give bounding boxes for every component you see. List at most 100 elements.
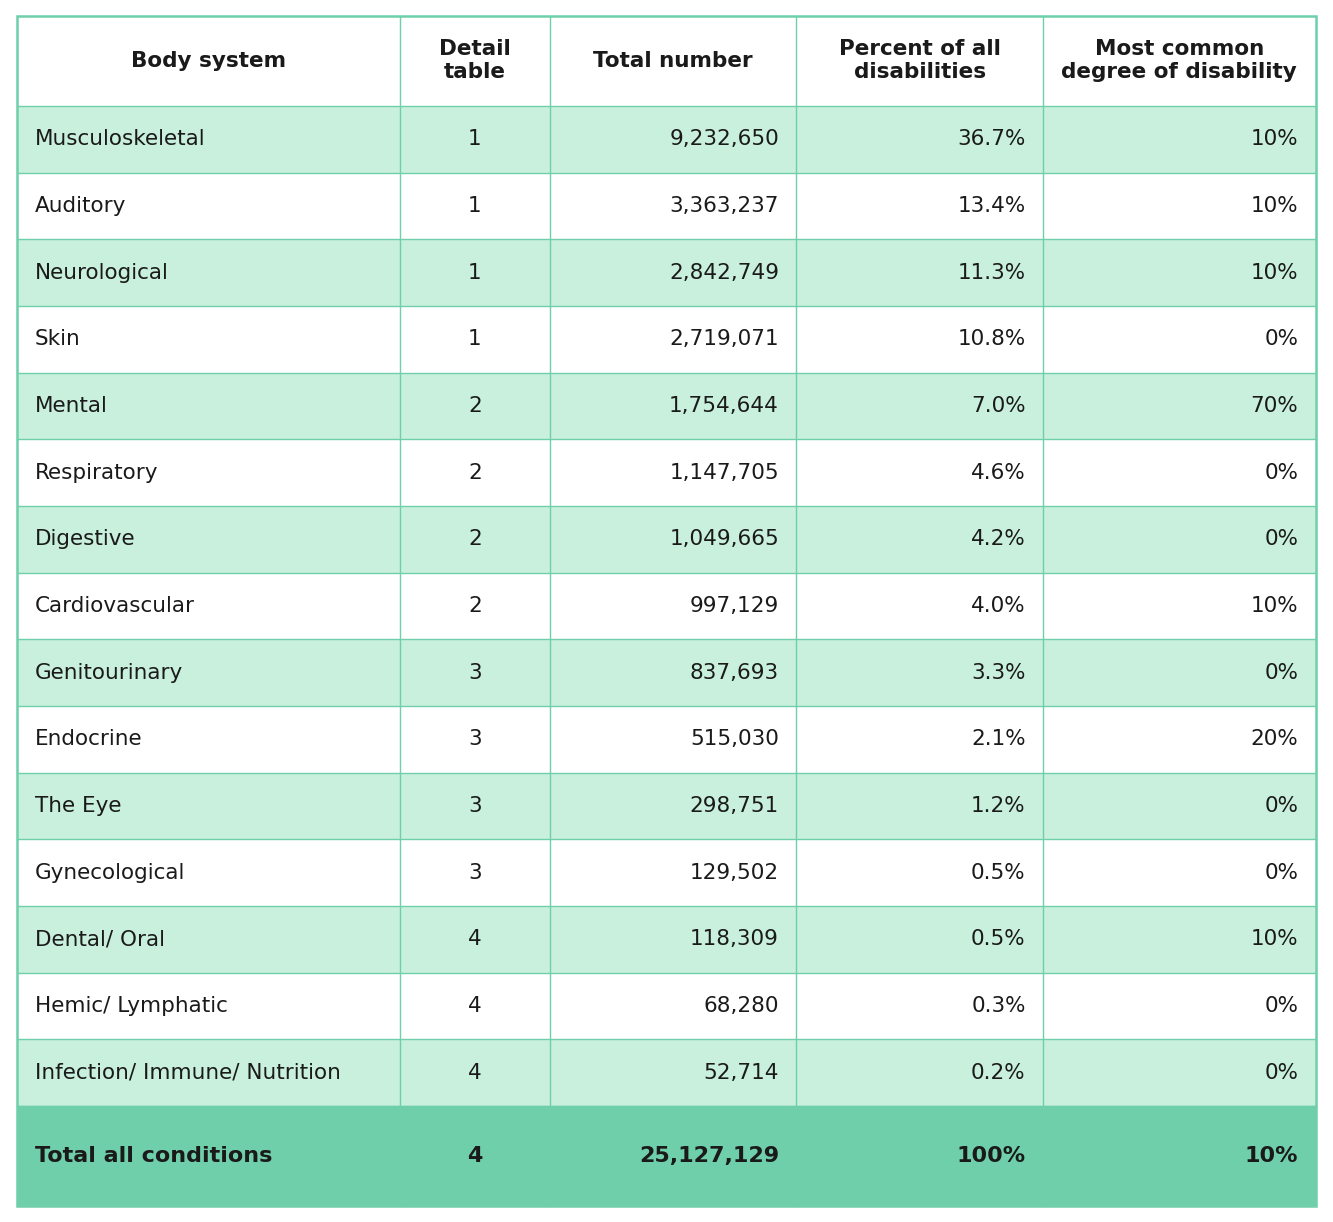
Text: 9,232,650: 9,232,650: [669, 130, 778, 149]
Bar: [1042, 106, 1316, 172]
Text: 52,714: 52,714: [704, 1063, 778, 1083]
Text: 3: 3: [468, 662, 481, 683]
Bar: [400, 639, 549, 706]
Bar: [549, 306, 796, 373]
Bar: [549, 106, 796, 172]
Text: 0.3%: 0.3%: [972, 996, 1025, 1015]
Bar: [17, 639, 400, 706]
Text: 997,129: 997,129: [689, 596, 778, 616]
Text: 129,502: 129,502: [690, 863, 778, 882]
Bar: [1042, 16, 1316, 106]
Bar: [400, 706, 549, 772]
Text: 1,754,644: 1,754,644: [669, 396, 778, 415]
Bar: [796, 772, 1042, 840]
Bar: [796, 706, 1042, 772]
Bar: [17, 240, 400, 306]
Text: 515,030: 515,030: [690, 730, 778, 749]
Text: 4.6%: 4.6%: [970, 463, 1025, 483]
Bar: [796, 973, 1042, 1040]
Bar: [400, 240, 549, 306]
Bar: [17, 106, 400, 172]
Text: 100%: 100%: [957, 1146, 1025, 1166]
Bar: [1042, 772, 1316, 840]
Bar: [796, 439, 1042, 506]
Text: 0.5%: 0.5%: [970, 863, 1025, 882]
Bar: [1042, 906, 1316, 973]
Bar: [1042, 840, 1316, 906]
Bar: [796, 106, 1042, 172]
Bar: [17, 706, 400, 772]
Text: Cardiovascular: Cardiovascular: [35, 596, 195, 616]
Text: 1: 1: [468, 263, 481, 282]
Text: 2: 2: [468, 596, 481, 616]
Text: Musculoskeletal: Musculoskeletal: [35, 130, 205, 149]
Bar: [17, 906, 400, 973]
Bar: [796, 306, 1042, 373]
Text: Auditory: Auditory: [35, 196, 127, 216]
Text: Percent of all
disabilities: Percent of all disabilities: [838, 39, 1001, 83]
Bar: [796, 840, 1042, 906]
Bar: [796, 573, 1042, 639]
Text: 0.5%: 0.5%: [970, 930, 1025, 949]
Bar: [17, 172, 400, 240]
Bar: [1042, 172, 1316, 240]
Text: 0%: 0%: [1264, 463, 1298, 483]
Bar: [796, 1040, 1042, 1106]
Text: 36.7%: 36.7%: [957, 130, 1025, 149]
Bar: [549, 772, 796, 840]
Bar: [796, 1106, 1042, 1206]
Bar: [17, 973, 400, 1040]
Text: Gynecological: Gynecological: [35, 863, 185, 882]
Text: 837,693: 837,693: [690, 662, 778, 683]
Text: 1.2%: 1.2%: [970, 796, 1025, 816]
Text: 2: 2: [468, 463, 481, 483]
Text: Infection/ Immune/ Nutrition: Infection/ Immune/ Nutrition: [35, 1063, 340, 1083]
Bar: [1042, 573, 1316, 639]
Bar: [549, 706, 796, 772]
Bar: [549, 240, 796, 306]
Bar: [400, 172, 549, 240]
Text: 1: 1: [468, 196, 481, 216]
Bar: [549, 373, 796, 439]
Text: 10%: 10%: [1250, 930, 1298, 949]
Bar: [400, 16, 549, 106]
Bar: [400, 1106, 549, 1206]
Text: 10%: 10%: [1250, 263, 1298, 282]
Bar: [1042, 439, 1316, 506]
Bar: [1042, 306, 1316, 373]
Text: 298,751: 298,751: [689, 796, 778, 816]
Text: 70%: 70%: [1250, 396, 1298, 415]
Bar: [17, 306, 400, 373]
Bar: [549, 840, 796, 906]
Text: Digestive: Digestive: [35, 529, 135, 550]
Bar: [549, 1106, 796, 1206]
Text: 7.0%: 7.0%: [970, 396, 1025, 415]
Text: Respiratory: Respiratory: [35, 463, 159, 483]
Text: 0%: 0%: [1264, 863, 1298, 882]
Text: 3: 3: [468, 863, 481, 882]
Bar: [400, 573, 549, 639]
Text: 0%: 0%: [1264, 329, 1298, 349]
Text: 1,049,665: 1,049,665: [669, 529, 778, 550]
Text: 2: 2: [468, 529, 481, 550]
Bar: [17, 1040, 400, 1106]
Text: Hemic/ Lymphatic: Hemic/ Lymphatic: [35, 996, 228, 1015]
Text: 4: 4: [468, 930, 481, 949]
Text: 11.3%: 11.3%: [957, 263, 1025, 282]
Bar: [17, 772, 400, 840]
Bar: [796, 240, 1042, 306]
Text: 0%: 0%: [1264, 996, 1298, 1015]
Text: 3,363,237: 3,363,237: [669, 196, 778, 216]
Text: 20%: 20%: [1250, 730, 1298, 749]
Text: 10%: 10%: [1250, 130, 1298, 149]
Text: 1: 1: [468, 329, 481, 349]
Bar: [796, 506, 1042, 573]
Bar: [549, 16, 796, 106]
Bar: [549, 906, 796, 973]
Bar: [17, 573, 400, 639]
Bar: [400, 772, 549, 840]
Text: 2: 2: [468, 396, 481, 415]
Text: 4.0%: 4.0%: [970, 596, 1025, 616]
Text: 0%: 0%: [1264, 662, 1298, 683]
Text: Genitourinary: Genitourinary: [35, 662, 183, 683]
